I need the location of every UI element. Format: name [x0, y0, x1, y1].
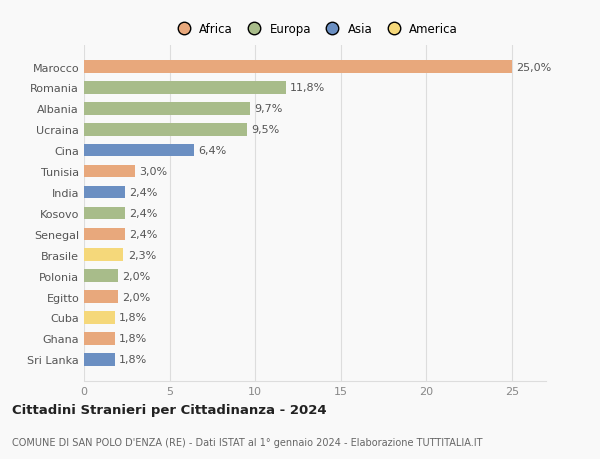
- Text: 1,8%: 1,8%: [119, 334, 148, 344]
- Text: 25,0%: 25,0%: [516, 62, 551, 73]
- Text: 1,8%: 1,8%: [119, 313, 148, 323]
- Bar: [84, 291, 118, 303]
- Bar: [84, 353, 115, 366]
- Text: 1,8%: 1,8%: [119, 354, 148, 364]
- Text: 2,0%: 2,0%: [122, 271, 151, 281]
- Bar: [84, 312, 115, 324]
- Bar: [84, 103, 250, 115]
- Text: 2,3%: 2,3%: [128, 250, 156, 260]
- Text: 6,4%: 6,4%: [198, 146, 226, 156]
- Text: 2,4%: 2,4%: [130, 230, 158, 239]
- Text: 9,7%: 9,7%: [254, 104, 283, 114]
- Bar: [84, 61, 512, 73]
- Bar: [84, 228, 125, 241]
- Text: COMUNE DI SAN POLO D'ENZA (RE) - Dati ISTAT al 1° gennaio 2024 - Elaborazione TU: COMUNE DI SAN POLO D'ENZA (RE) - Dati IS…: [12, 437, 482, 447]
- Text: 3,0%: 3,0%: [140, 167, 168, 177]
- Bar: [84, 124, 247, 136]
- Bar: [84, 186, 125, 199]
- Text: 2,0%: 2,0%: [122, 292, 151, 302]
- Text: 2,4%: 2,4%: [130, 188, 158, 197]
- Bar: [84, 207, 125, 220]
- Bar: [84, 165, 136, 178]
- Text: 2,4%: 2,4%: [130, 208, 158, 218]
- Text: 9,5%: 9,5%: [251, 125, 279, 135]
- Bar: [84, 82, 286, 95]
- Text: Cittadini Stranieri per Cittadinanza - 2024: Cittadini Stranieri per Cittadinanza - 2…: [12, 403, 326, 416]
- Legend: Africa, Europa, Asia, America: Africa, Europa, Asia, America: [167, 18, 463, 41]
- Bar: [84, 249, 124, 262]
- Bar: [84, 270, 118, 282]
- Bar: [84, 145, 194, 157]
- Text: 11,8%: 11,8%: [290, 83, 325, 93]
- Bar: [84, 332, 115, 345]
